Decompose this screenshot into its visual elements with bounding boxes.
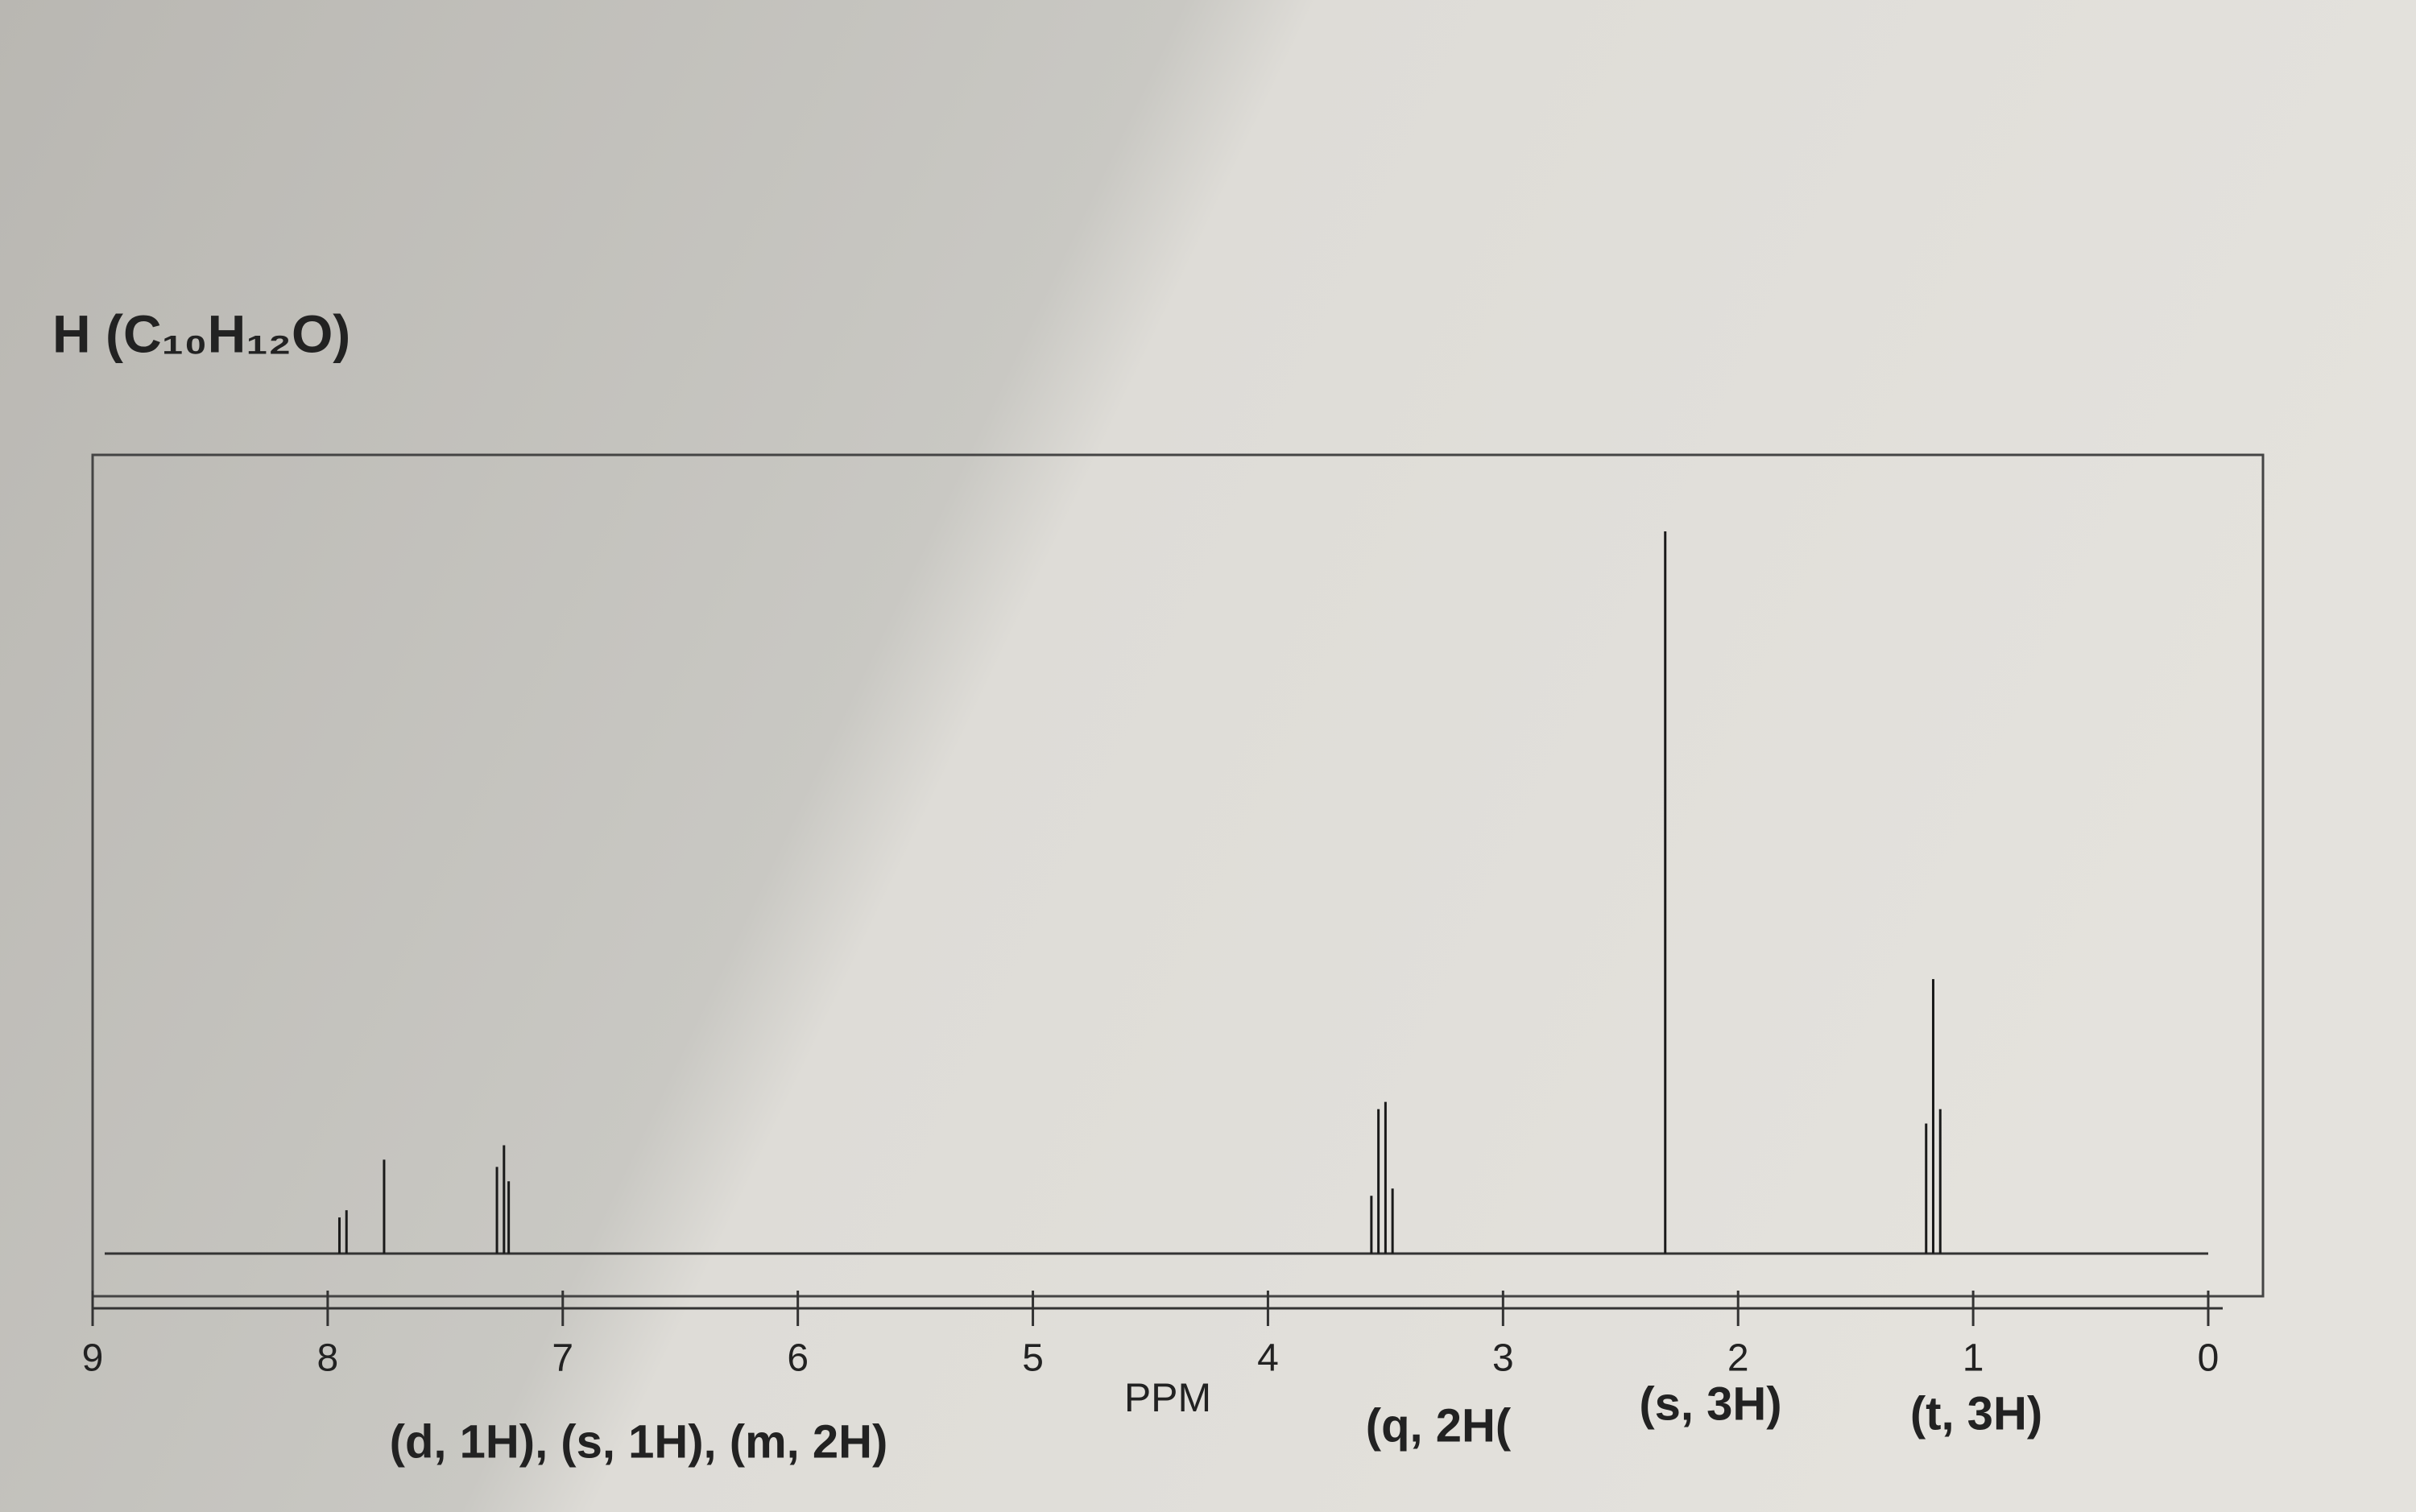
multiplicity-annotation: (s, 3H) [1639,1378,1781,1430]
x-tick-label: 6 [787,1337,809,1380]
x-tick-label: 8 [317,1337,339,1380]
x-tick-label: 1 [1963,1337,1984,1380]
x-axis-label: PPM [1124,1375,1211,1420]
x-tick-label: 2 [1727,1337,1749,1380]
x-tick-label: 5 [1022,1337,1044,1380]
multiplicity-annotation: (d, 1H), (s, 1H), (m, 2H) [390,1415,888,1468]
chart-title: H (C₁₀H₁₂O) [52,304,350,363]
x-tick-label: 4 [1257,1337,1279,1380]
plot-frame [91,453,2265,1298]
x-tick-label: 0 [2198,1337,2219,1380]
multiplicity-annotation: (t, 3H) [1910,1387,2042,1440]
multiplicity-annotation: (q, 2H( [1366,1399,1512,1452]
x-tick-label: 3 [1492,1337,1514,1380]
x-tick-label: 9 [82,1337,104,1380]
x-tick-label: 7 [552,1337,573,1380]
